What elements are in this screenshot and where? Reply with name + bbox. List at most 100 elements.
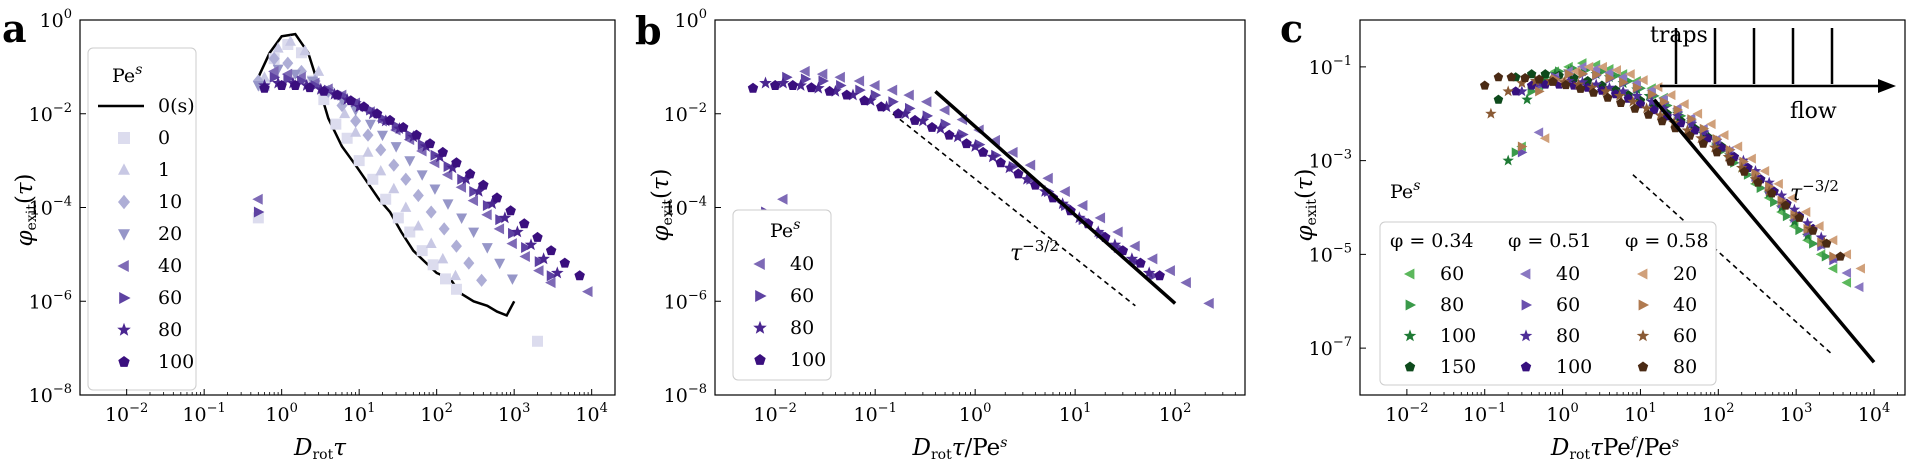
data-point [521,242,532,254]
data-point [1673,105,1684,116]
legend-swatch [118,163,130,175]
legend-label: 0(s) [158,95,195,117]
data-point [1635,99,1646,109]
data-point [806,82,817,93]
data-point [989,134,1000,146]
data-point [1841,277,1852,288]
data-point [1685,118,1697,129]
legend-swatch [118,132,130,144]
data-point [1841,249,1852,260]
data-point [995,157,1006,168]
data-point [455,181,467,193]
data-point [1603,67,1614,78]
data-point [829,84,842,97]
data-point [1709,141,1721,153]
data-point [1611,65,1622,76]
data-point [1575,83,1586,93]
data-point [1631,89,1643,101]
data-point [903,89,914,101]
legend-label: 80 [790,317,814,339]
data-point [1042,172,1053,184]
panel-c-xtick-label: 104 [1858,401,1890,426]
data-point [367,173,379,185]
data-point [508,227,519,239]
data-point [511,225,524,238]
data-point [939,104,950,116]
data-point [450,269,462,281]
legend-label: 150 [1440,356,1476,378]
legend-swatch [1521,299,1533,311]
data-point [551,266,564,279]
data-point [1829,251,1839,262]
data-point [1020,172,1034,185]
data-point [1485,107,1497,119]
data-point [1561,80,1571,90]
data-point [438,222,450,236]
data-point [944,129,955,140]
data-point [1801,229,1814,241]
data-point [864,94,877,106]
panel-a-series-1 [258,35,462,281]
legend-swatch [118,356,130,367]
data-point [922,110,934,122]
data-point [1540,69,1551,79]
data-point [1108,238,1122,251]
data-point [446,161,459,174]
data-point [439,273,451,285]
series-line [257,32,516,317]
data-point [485,197,499,210]
data-point [1038,184,1052,197]
panel-c-group-label: φ = 0.34 [1390,230,1474,252]
legend-label: 10 [158,191,182,213]
data-point [1695,132,1707,144]
panel-c-ytick-label: 10−3 [1309,148,1352,173]
data-point [1125,252,1139,265]
panel-a-xtick-label: 10−1 [182,401,225,426]
data-point [1511,86,1521,96]
data-point [1749,173,1762,185]
data-point [1780,200,1791,210]
data-point [1759,166,1770,177]
data-point [398,122,409,132]
data-point [1517,141,1528,152]
data-point [1493,72,1504,82]
data-point [1564,69,1575,80]
legend-label: 40 [1556,263,1580,285]
data-point [269,71,281,83]
data-point [905,102,916,114]
data-point [411,129,422,140]
inset-flow-label: flow [1790,99,1837,124]
data-point [968,139,982,152]
data-point [1516,77,1528,88]
data-point [1506,72,1517,82]
data-point [451,157,462,168]
data-point [493,223,505,235]
data-point [859,95,870,106]
data-point [1597,61,1607,72]
panel-b-letter: b [635,8,662,53]
data-point [1658,102,1670,114]
data-point [1520,73,1530,82]
legend-swatch [1519,329,1533,342]
data-point [290,80,301,90]
data-point [1763,176,1775,188]
data-point [481,209,492,221]
data-point [1540,79,1551,89]
data-point [505,205,516,216]
panel-c-xtick-label: 103 [1780,401,1812,426]
legend-label: 20 [158,223,182,245]
data-point [916,114,930,127]
data-point [1632,82,1643,93]
data-point [404,156,416,167]
panel-a [79,19,616,396]
data-point [457,173,468,185]
data-point [268,65,279,77]
data-point [478,179,489,190]
data-point [1533,127,1544,138]
data-point [1586,81,1598,93]
data-point [1746,153,1756,164]
data-point [391,120,403,132]
panel-b-ytick-label: 10−2 [664,101,707,126]
data-point [1526,69,1537,79]
data-point [1782,211,1793,222]
